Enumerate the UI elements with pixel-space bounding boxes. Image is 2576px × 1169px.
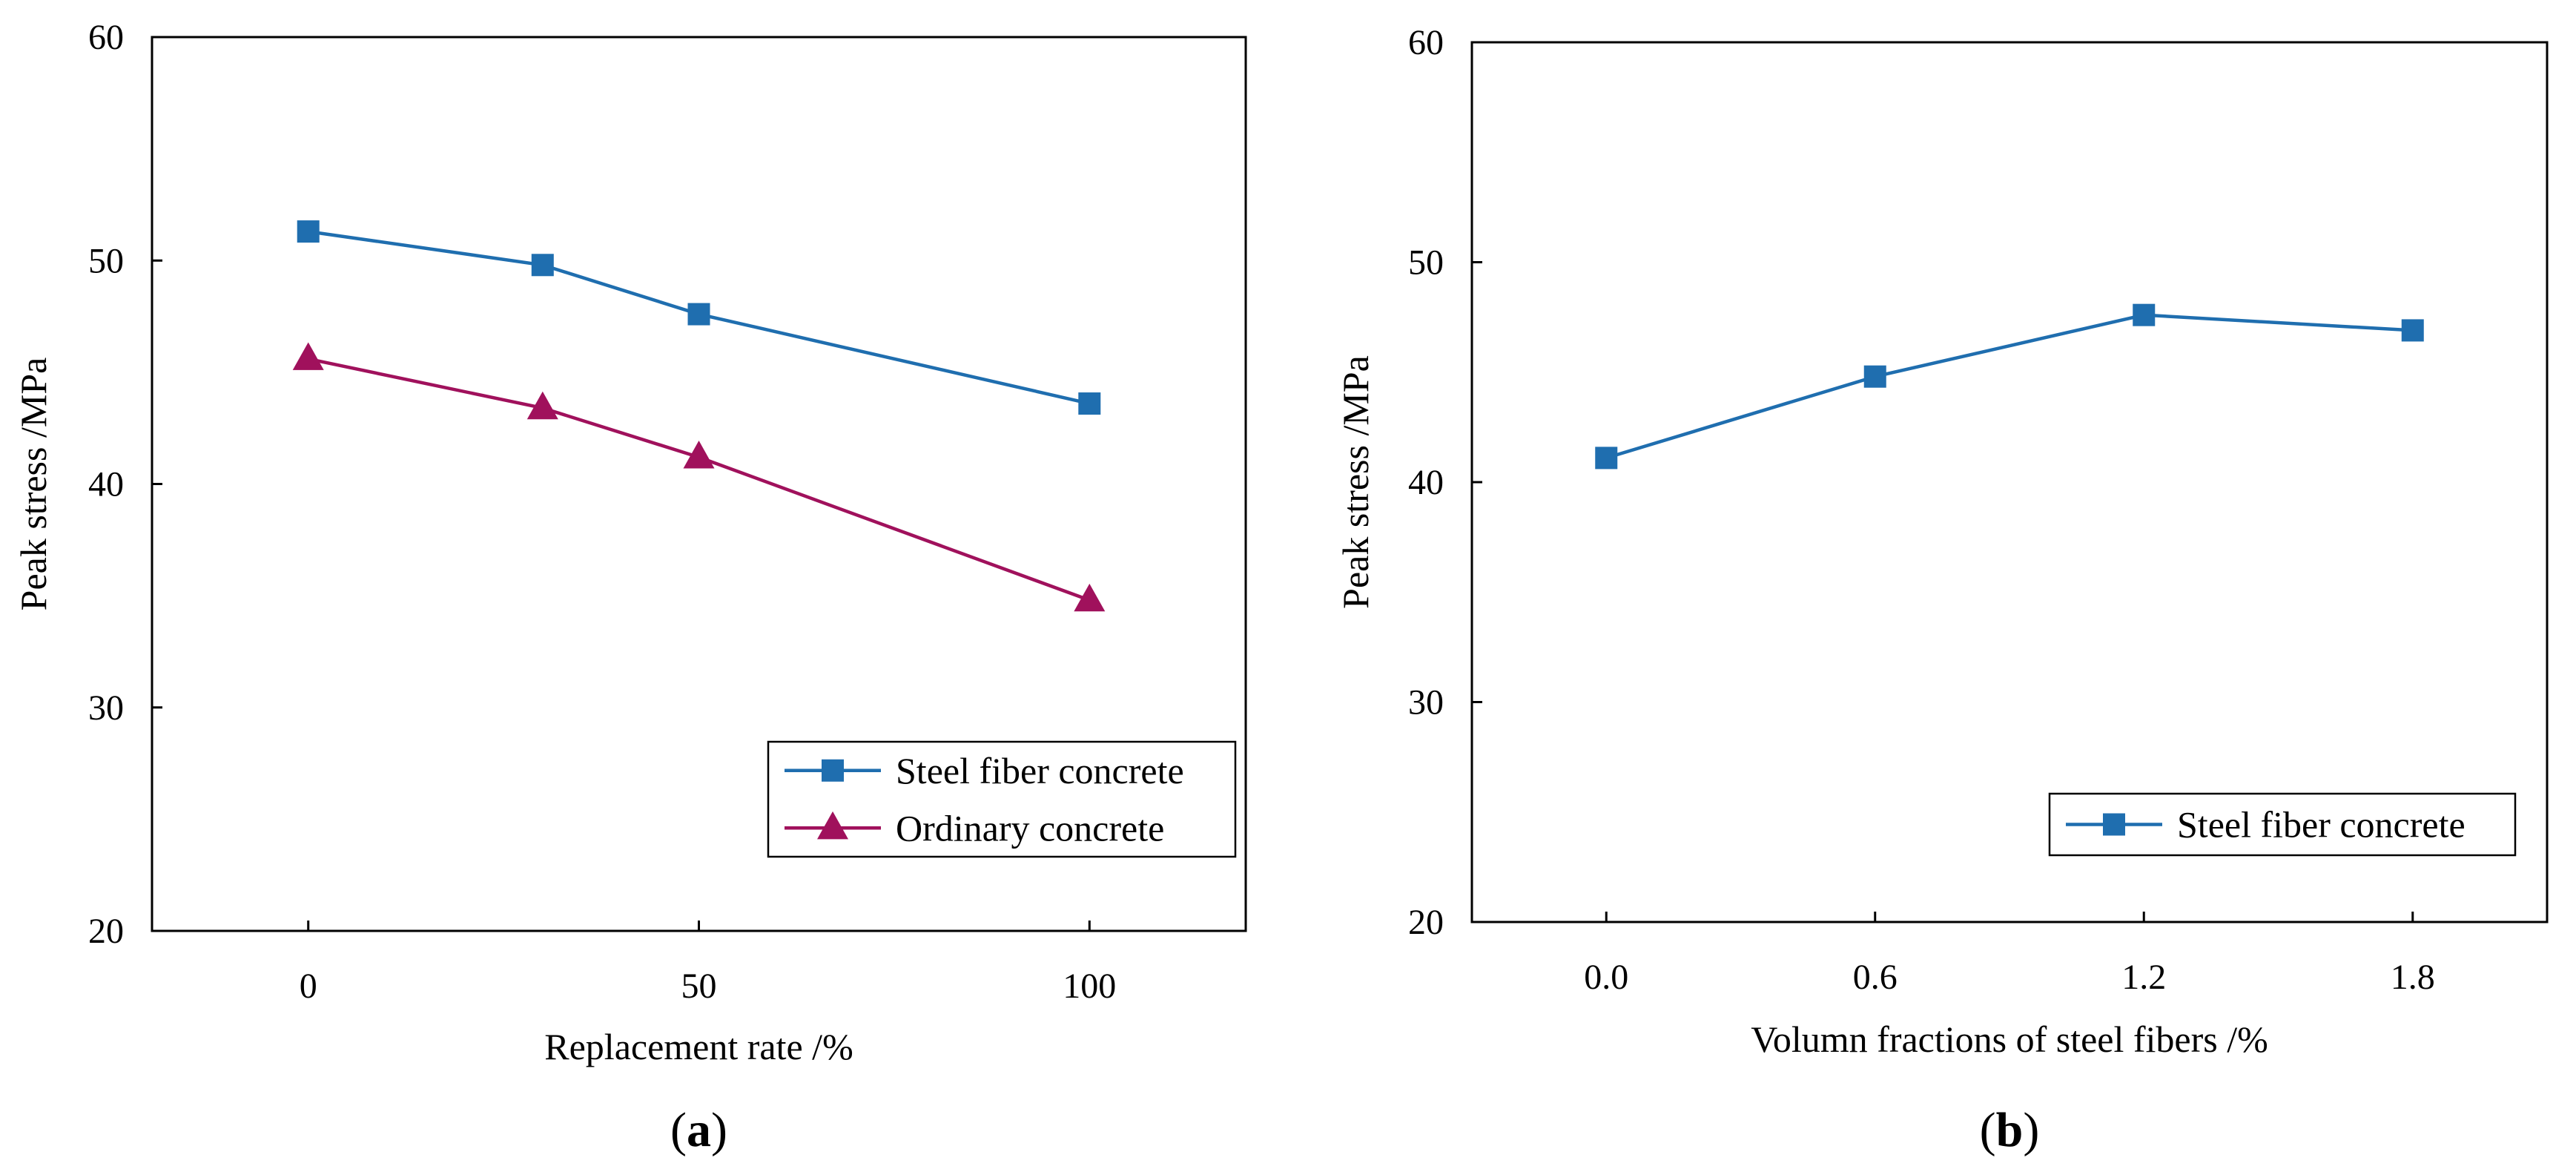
data-point [292, 342, 324, 370]
x-tick-label: 0.6 [1853, 958, 1898, 997]
series-steel-fiber-concrete [1595, 303, 2424, 470]
plot-frame [1470, 41, 2549, 923]
series-line [308, 357, 1091, 602]
data-point [531, 254, 554, 277]
data-point [683, 441, 715, 469]
x-tick-label: 100 [1063, 967, 1116, 1006]
legend-label: Ordinary concrete [896, 807, 1164, 849]
y-tick-label: 40 [1408, 463, 1444, 502]
data-point [1863, 365, 1886, 388]
legend: Steel fiber concrete Ordinary concrete [767, 740, 1237, 858]
legend-marker [822, 759, 844, 782]
legend-marker [817, 811, 848, 840]
panel-label-letter: b [1996, 1103, 2024, 1157]
x-tick-label: 0 [300, 967, 317, 1006]
x-tick-label: 1.2 [2121, 958, 2166, 997]
data-point [526, 391, 558, 420]
panel-label: (b) [1980, 1103, 2040, 1157]
panel-label: (a) [670, 1103, 727, 1157]
series-line [1605, 313, 2413, 460]
series-ordinary-concrete [292, 342, 1106, 612]
legend-box [767, 740, 1237, 858]
y-tick-label: 40 [88, 465, 124, 504]
x-tick-label: 50 [681, 967, 717, 1006]
chart-b: 20 30 40 50 60 0.0 0.6 1.2 1.8 Volumn fractions o… [1335, 23, 2549, 1157]
legend: Steel fiber concrete [2048, 792, 2517, 857]
data-point [1078, 392, 1101, 415]
y-axis-title: Peak stress /MPa [13, 358, 54, 611]
y-tick-label: 20 [88, 912, 124, 951]
y-tick-label: 50 [1408, 243, 1444, 283]
y-tick-label: 30 [1408, 683, 1444, 722]
x-tick-label: 1.8 [2391, 958, 2435, 997]
legend-label: Steel fiber concrete [896, 750, 1184, 791]
data-point [1074, 583, 1106, 612]
data-point [1595, 447, 1618, 470]
y-tick-label: 50 [88, 241, 124, 280]
legend-marker [2103, 813, 2125, 836]
y-tick-label: 30 [88, 688, 124, 728]
chart-a: 20 30 40 50 60 0 50 100 Replacement rate /% Peak … [13, 18, 1247, 1157]
y-tick-label: 60 [1408, 23, 1444, 62]
x-axis-title: Replacement rate /% [544, 1026, 853, 1067]
legend-label: Steel fiber concrete [2177, 804, 2466, 846]
y-axis-title: Peak stress /MPa [1335, 355, 1376, 609]
panel-label-open: ( [1980, 1103, 1996, 1157]
x-tick-label: 0.0 [1584, 958, 1628, 997]
series-steel-fiber-concrete [297, 220, 1101, 415]
data-point [2133, 303, 2156, 326]
panel-label-close: ) [711, 1103, 727, 1157]
series-line [308, 229, 1090, 406]
data-point [297, 220, 320, 243]
y-tick-label: 60 [88, 18, 124, 57]
panel-label-close: ) [2023, 1103, 2039, 1157]
y-tick-label: 20 [1408, 903, 1444, 942]
x-axis-title: Volumn fractions of steel fibers /% [1751, 1018, 2268, 1060]
data-point [2401, 319, 2424, 342]
data-point [687, 303, 710, 326]
panel-label-open: ( [670, 1103, 687, 1157]
panel-label-letter: a [687, 1103, 711, 1157]
